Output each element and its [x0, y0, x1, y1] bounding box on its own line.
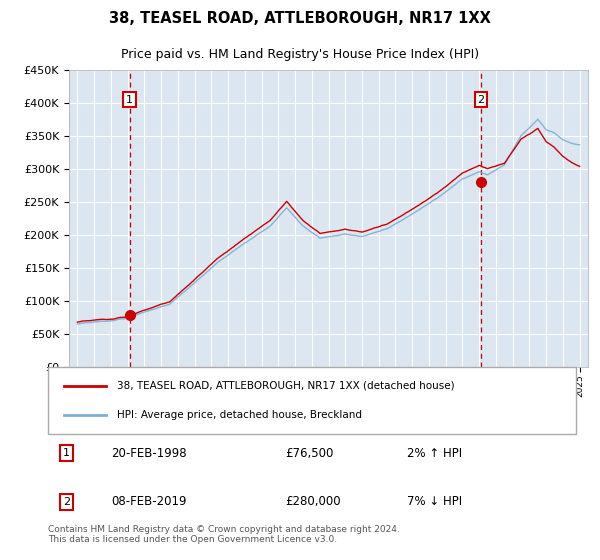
Text: 7% ↓ HPI: 7% ↓ HPI: [407, 495, 462, 508]
Text: £280,000: £280,000: [286, 495, 341, 508]
Text: Contains HM Land Registry data © Crown copyright and database right 2024.
This d: Contains HM Land Registry data © Crown c…: [48, 525, 400, 544]
Text: 2% ↑ HPI: 2% ↑ HPI: [407, 446, 462, 460]
Text: HPI: Average price, detached house, Breckland: HPI: Average price, detached house, Brec…: [116, 410, 362, 420]
Text: 1: 1: [126, 95, 133, 105]
Text: 2: 2: [478, 95, 485, 105]
Text: Price paid vs. HM Land Registry's House Price Index (HPI): Price paid vs. HM Land Registry's House …: [121, 48, 479, 61]
Text: 08-FEB-2019: 08-FEB-2019: [112, 495, 187, 508]
Text: 38, TEASEL ROAD, ATTLEBOROUGH, NR17 1XX (detached house): 38, TEASEL ROAD, ATTLEBOROUGH, NR17 1XX …: [116, 381, 454, 391]
Text: 20-FEB-1998: 20-FEB-1998: [112, 446, 187, 460]
FancyBboxPatch shape: [48, 367, 576, 434]
Text: £76,500: £76,500: [286, 446, 334, 460]
Text: 2: 2: [63, 497, 70, 507]
Text: 38, TEASEL ROAD, ATTLEBOROUGH, NR17 1XX: 38, TEASEL ROAD, ATTLEBOROUGH, NR17 1XX: [109, 11, 491, 26]
Text: 1: 1: [63, 448, 70, 458]
